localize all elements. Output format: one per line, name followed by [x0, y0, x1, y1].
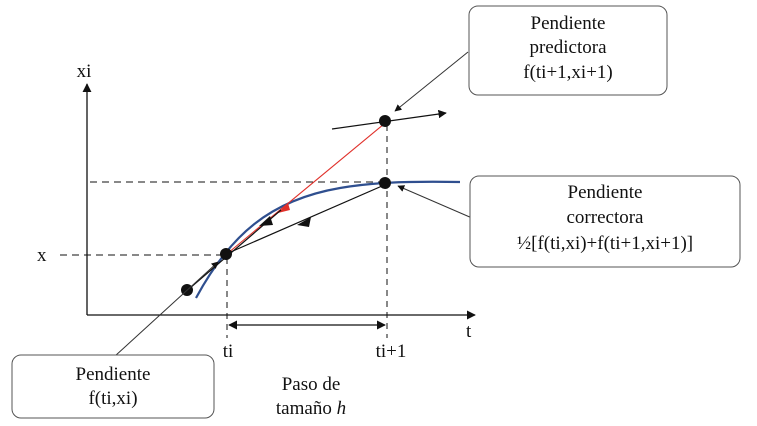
predictor-callout-box	[468, 5, 668, 96]
x-axis-label: t	[466, 321, 472, 342]
corrector-slope-line	[225, 185, 383, 255]
initial-slope-callout: Pendiente f(ti,xi)	[11, 354, 215, 419]
point-corrected	[379, 177, 391, 189]
step-size-label-line1: Paso de	[282, 374, 341, 395]
predictor-callout-line3: f(ti+1,xi+1)	[523, 62, 613, 83]
corrector-callout-line2: correctora	[567, 207, 645, 228]
step-size-label-line2: tamaño h	[276, 398, 346, 419]
corrector-callout-line1: Pendiente	[568, 182, 643, 203]
point-ti-xi	[220, 248, 232, 260]
predictor-callout: Pendiente predictora f(ti+1,xi+1)	[468, 5, 668, 96]
corrector-callout-box	[469, 175, 741, 268]
initial-slope-callout-line2: f(ti,xi)	[88, 388, 137, 409]
initial-slope-arrowhead	[259, 216, 273, 226]
corrector-callout-line3: ½[f(ti,xi)+f(ti+1,xi+1)]	[517, 233, 693, 254]
x-level-label: x	[37, 245, 47, 266]
predictor-callout-line2: predictora	[529, 37, 607, 58]
corrector-callout-pointer	[397, 185, 473, 219]
tick-label-ti: ti	[223, 341, 234, 362]
corrector-slope-arrowhead	[297, 217, 311, 227]
predictor-callout-line1: Pendiente	[531, 13, 606, 34]
tick-label-ti1: ti+1	[376, 341, 407, 362]
solution-curve	[195, 180, 461, 299]
predictor-callout-pointer	[394, 51, 469, 112]
predictor-line	[227, 123, 385, 254]
step-variable-h: h	[337, 398, 347, 419]
y-axis-label: xi	[77, 61, 92, 82]
corrector-callout: Pendiente correctora ½[f(ti,xi)+f(ti+1,x…	[469, 175, 741, 268]
initial-slope-callout-box	[11, 354, 215, 419]
point-predicted	[379, 115, 391, 127]
initial-slope-callout-line1: Pendiente	[76, 364, 151, 385]
initial-callout-pointer	[114, 261, 219, 357]
